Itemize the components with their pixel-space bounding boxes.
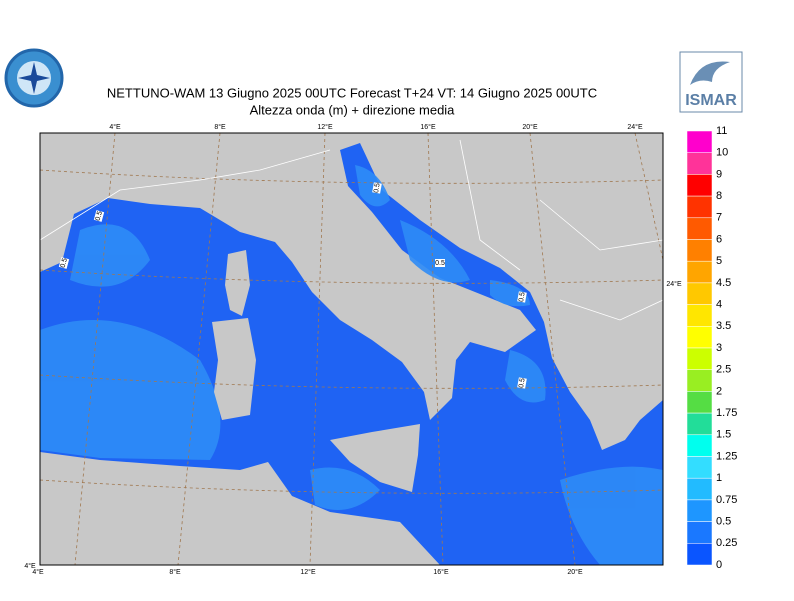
colorbar-swatch [686,326,713,349]
title: NETTUNO-WAM 13 Giugno 2025 00UTC Forecas… [107,85,597,100]
colorbar-swatch [686,347,713,370]
graticule [40,133,663,565]
logo-text: ISMAR [685,92,737,109]
contour-label: 0.5 [60,257,69,268]
colorbar-label: 3 [716,342,722,354]
left-logo [4,48,64,108]
top-tick-label: 20°E [522,123,538,131]
top-tick-label: 4°E [109,123,121,131]
colorbar-label: 6 [716,233,722,245]
right-logo: ISMAR [679,51,743,113]
colorbar-swatch [686,456,713,479]
colorbar-label: 2.5 [716,364,731,376]
contour-label: 0.5 [435,260,445,267]
corner-label: 4°E [24,562,36,570]
colorbar-swatch [686,477,713,501]
colorbar: 11 10 9 8 7 6 5 4.5 4 3.5 3 2.5 2 1.75 1.5 1.25 1 0.75 0.5… [686,125,737,571]
colorbar-swatch [686,195,713,219]
colorbar-swatch [686,434,713,457]
colorbar-label: 11 [716,125,727,137]
colorbar-label: 9 [716,168,722,180]
bottom-tick-label: 4°E [32,568,44,576]
bottom-tick-label: 12°E [300,568,316,576]
colorbar-label: 0.5 [716,516,731,528]
colorbar-swatch [686,391,713,414]
colorbar-label: 0.75 [716,494,737,506]
colorbar-swatch [686,260,713,284]
colorbar-swatch [686,304,713,327]
colorbar-label: 8 [716,190,722,202]
top-tick-label: 16°E [420,123,436,131]
colorbar-swatch [686,282,713,305]
colorbar-label: 0.25 [716,537,737,549]
right-label: 24°E [666,280,682,288]
colorbar-label: 1.75 [716,407,737,419]
colorbar-label: 3.5 [716,320,731,332]
contour-label-bg [435,259,445,267]
colorbar-label: 1 [716,472,722,484]
colorbar-label: 0 [716,559,722,571]
bottom-tick-label: 8°E [169,568,181,576]
colorbar-label: 1.5 [716,429,731,441]
colorbar-swatch [686,174,713,197]
map-frame [39,132,664,566]
colorbar-label: 2 [716,385,722,397]
colorbar-swatch [686,369,713,392]
colorbar-label: 10 [716,147,728,159]
map [40,133,663,565]
colorbar-swatch [686,152,713,175]
colorbar-swatch [686,543,713,566]
colorbar-swatch [686,217,713,240]
bottom-tick-label: 20°E [567,568,583,576]
contour-label: 0.5 [373,183,382,194]
bottom-tick-label: 16°E [433,568,449,576]
colorbar-swatch [686,130,713,153]
top-tick-label: 8°E [214,123,226,131]
colorbar-label: 4.5 [716,277,731,289]
colorbar-swatch [686,412,713,436]
colorbar-label: 5 [716,255,722,267]
axis-labels: 4°E 8°E 12°E 16°E 20°E 24°E 4°E 8°E 12°E 16°E 20°E… [24,123,682,576]
top-tick-label: 12°E [317,123,333,131]
islands [212,250,420,492]
contour-label: 0.5 [518,292,527,303]
contour-label: 0.5 [95,210,104,221]
colorbar-swatch [686,239,713,262]
wave-patches [40,165,663,565]
subtitle: Altezza onda (m) + direzione media [250,102,456,117]
borders [40,139,663,321]
contour-label-bg [517,377,527,389]
colorbar-label: 1.25 [716,450,737,462]
contour-label-bg [58,257,70,269]
colorbar-swatch [686,521,713,544]
colorbar-label: 4 [716,299,722,311]
contour-label-bg [93,210,105,222]
contour-label: 0.5 [518,378,527,389]
colorbar-swatch [686,499,713,522]
contour-label-bg [372,182,382,194]
colorbar-label: 7 [716,212,722,224]
contour-label-bg [517,291,527,303]
top-tick-label: 24°E [627,123,643,131]
